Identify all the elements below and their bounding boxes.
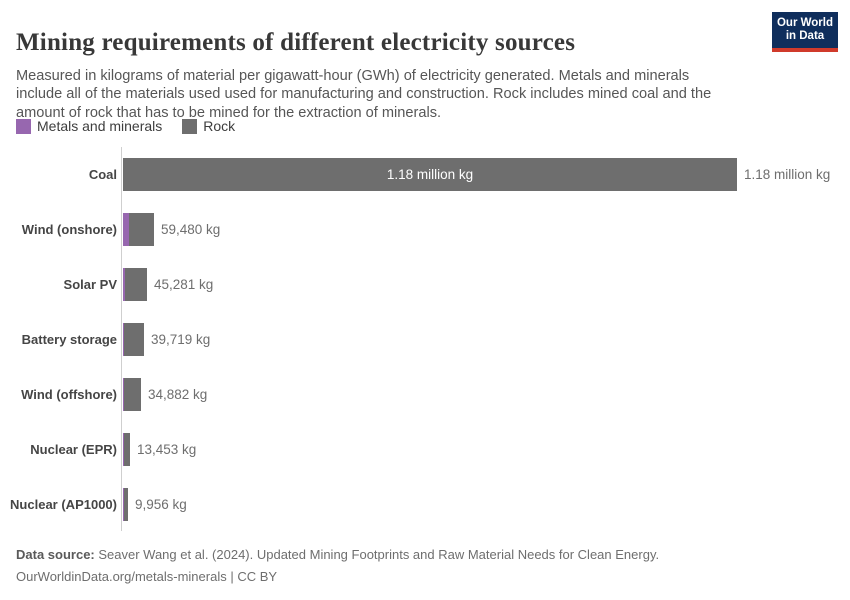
y-axis-line — [121, 147, 122, 531]
category-label[interactable]: Solar PV — [63, 277, 117, 292]
category-label[interactable]: Nuclear (AP1000) — [10, 497, 117, 512]
bar-value-label: 39,719 kg — [151, 332, 211, 347]
metals-swatch-icon — [16, 118, 31, 134]
metals-bar[interactable] — [123, 213, 129, 246]
chart-row: Wind (offshore) 34,882 kg — [0, 367, 850, 422]
chart-row: Nuclear (EPR) 13,453 kg — [0, 422, 850, 477]
rock-swatch-icon — [182, 118, 198, 134]
bar-group — [123, 488, 128, 521]
bar-group — [123, 213, 154, 246]
bar-value-label: 1.18 million kg — [744, 167, 831, 182]
data-source-line: Data source: Seaver Wang et al. (2024). … — [16, 544, 826, 566]
rock-bar[interactable] — [124, 323, 144, 356]
bar-value-label: 59,480 kg — [161, 222, 221, 237]
owid-logo: Our World in Data — [772, 12, 838, 52]
rock-bar[interactable] — [124, 488, 128, 521]
owid-logo-line2: in Data — [785, 30, 825, 42]
bar-value-label: 34,882 kg — [148, 387, 208, 402]
category-label[interactable]: Wind (onshore) — [21, 222, 117, 237]
category-label[interactable]: Wind (offshore) — [21, 387, 117, 402]
rock-bar[interactable] — [124, 433, 130, 466]
page-title: Mining requirements of different electri… — [16, 28, 576, 56]
chart-row: Solar PV 45,281 kg — [0, 257, 850, 312]
rock-bar[interactable] — [129, 213, 154, 246]
bar-group — [123, 268, 147, 301]
metals-bar[interactable] — [123, 323, 124, 356]
rock-bar[interactable] — [124, 378, 141, 411]
chart-row: Nuclear (AP1000) 9,956 kg — [0, 477, 850, 532]
owid-logo-line1: Our World — [776, 17, 833, 29]
bar-value-label: 9,956 kg — [135, 497, 187, 512]
license-link[interactable]: OurWorldinData.org/metals-minerals | CC … — [16, 569, 278, 584]
rock-bar[interactable] — [123, 158, 737, 191]
data-source-text: Seaver Wang et al. (2024). Updated Minin… — [94, 547, 660, 562]
bar-group — [123, 378, 141, 411]
bar-group: 1.18 million kg — [123, 158, 737, 191]
owid-logo-stripe — [772, 48, 838, 52]
chart-row: Battery storage 39,719 kg — [0, 312, 850, 367]
category-label[interactable]: Coal — [88, 167, 117, 182]
category-label[interactable]: Nuclear (EPR) — [30, 442, 117, 457]
bar-group — [123, 433, 130, 466]
chart-legend: Metals and minerals Rock — [16, 118, 235, 134]
bar-group — [123, 323, 144, 356]
legend-label-metals: Metals and minerals — [37, 118, 163, 134]
bar-rows: Coal 1.18 million kg 1.18 million kg Wind (… — [0, 147, 850, 532]
chart-row: Wind (onshore) 59,480 kg — [0, 202, 850, 257]
legend-label-rock: Rock — [203, 118, 236, 134]
category-label[interactable]: Battery storage — [21, 332, 117, 347]
bar-value-label: 45,281 kg — [154, 277, 214, 292]
bar-value-label: 13,453 kg — [137, 442, 197, 457]
chart-row: Coal 1.18 million kg 1.18 million kg — [0, 147, 850, 202]
legend-item-rock[interactable]: Rock — [182, 118, 235, 134]
data-source-prefix: Data source: — [16, 547, 95, 562]
chart-footer: Data source: Seaver Wang et al. (2024). … — [16, 544, 826, 588]
legend-item-metals[interactable]: Metals and minerals — [16, 118, 162, 134]
rock-bar[interactable] — [125, 268, 147, 301]
chart-subtitle: Measured in kilograms of material per gi… — [16, 67, 712, 121]
owid-logo-box: Our World in Data — [772, 12, 838, 48]
metals-bar[interactable] — [123, 268, 125, 301]
metals-bar[interactable] — [123, 378, 124, 411]
metals-bar[interactable] — [123, 433, 124, 466]
metals-bar[interactable] — [123, 488, 124, 521]
